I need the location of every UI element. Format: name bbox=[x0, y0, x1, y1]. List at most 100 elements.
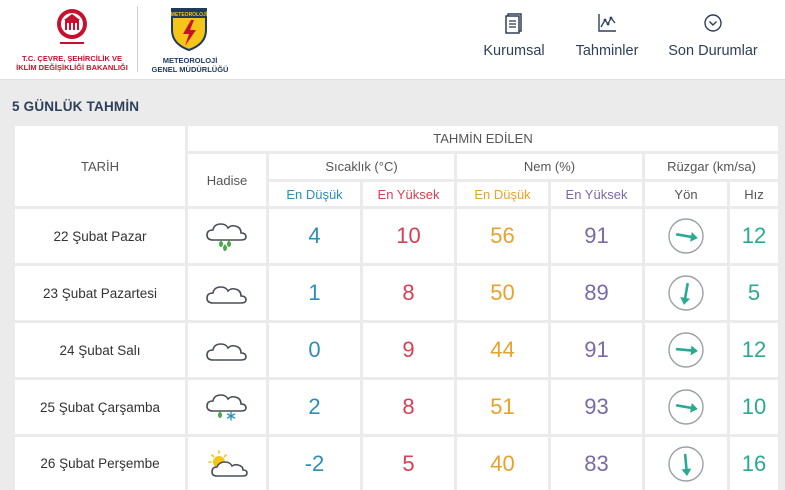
header-tahmin-edilen: TAHMİN EDİLEN bbox=[188, 126, 778, 151]
row-hadise bbox=[188, 437, 266, 490]
header-sicaklik-en-yuksek-label: En Yüksek bbox=[377, 186, 440, 202]
row-wind-speed-value: 12 bbox=[741, 223, 767, 248]
row-humidity-min-value: 40 bbox=[490, 450, 515, 476]
row-humidity-max-value: 91 bbox=[584, 337, 609, 362]
ministry-logo[interactable]: T.C. ÇEVRE, ŞEHİRCİLİK VE İKLİM DEĞİŞİKL… bbox=[12, 4, 132, 76]
row-wind-speed: 12 bbox=[730, 323, 778, 377]
header-nem-en-dusuk-label: En Düşük bbox=[474, 186, 531, 202]
wind-arrow bbox=[680, 282, 691, 305]
row-wind-direction bbox=[645, 380, 727, 434]
header-hadise-label: Hadise bbox=[206, 172, 248, 188]
nav-label-tahminler: Tahminler bbox=[575, 43, 639, 59]
header-nem-en-dusuk: En Düşük bbox=[457, 182, 548, 206]
row-temp-max: 8 bbox=[363, 380, 454, 434]
row-wind-direction bbox=[645, 323, 727, 377]
header-yon: Yön bbox=[645, 182, 727, 206]
header-sicaklik-en-dusuk-label: En Düşük bbox=[286, 186, 343, 202]
row-humidity-max-value: 83 bbox=[584, 450, 609, 476]
row-date: 24 Şubat Salı bbox=[15, 323, 185, 377]
row-temp-min: 0 bbox=[269, 323, 360, 377]
cloudy-icon bbox=[206, 286, 247, 304]
chevron-down-circle-icon bbox=[704, 14, 722, 32]
row-date: 22 Şubat Pazar bbox=[15, 209, 185, 263]
wind-arrow bbox=[681, 453, 692, 476]
row-hadise bbox=[188, 380, 266, 434]
nav-label-son-durumlar: Son Durumlar bbox=[668, 43, 758, 59]
wind-direction-arrow-icon bbox=[668, 332, 704, 368]
header-ruzgar: Rüzgar (km/sa) bbox=[645, 154, 778, 179]
chart-icon bbox=[598, 14, 616, 32]
wind-direction-arrow-icon bbox=[668, 218, 704, 254]
cloudy-icon bbox=[206, 343, 247, 361]
mgm-logo-text: METEOROLOJİ GENEL MÜDÜRLÜĞÜ bbox=[145, 56, 235, 74]
document-icon bbox=[505, 13, 522, 34]
row-temp-max-value: 8 bbox=[402, 280, 415, 305]
row-date: 26 Şubat Perşembe bbox=[15, 437, 185, 490]
row-hadise bbox=[188, 209, 266, 263]
row-temp-min-value: 2 bbox=[308, 394, 321, 419]
wind-arrow bbox=[675, 231, 698, 242]
row-temp-min-value: 0 bbox=[308, 337, 321, 362]
row-date-label: 24 Şubat Salı bbox=[59, 342, 141, 358]
row-temp-max-value: 8 bbox=[402, 394, 415, 419]
ministry-logo-text: T.C. ÇEVRE, ŞEHİRCİLİK VE İKLİM DEĞİŞİKL… bbox=[12, 54, 132, 72]
row-date-label: 22 Şubat Pazar bbox=[53, 228, 147, 244]
nav-son-durumlar[interactable]: Son Durumlar bbox=[660, 12, 766, 68]
row-humidity-min: 56 bbox=[457, 209, 548, 263]
row-temp-min: 4 bbox=[269, 209, 360, 263]
row-date-label: 25 Şubat Çarşamba bbox=[39, 399, 161, 415]
row-humidity-max: 91 bbox=[551, 323, 642, 377]
row-temp-min: 2 bbox=[269, 380, 360, 434]
row-wind-direction bbox=[645, 209, 727, 263]
header-hadise: Hadise bbox=[188, 154, 266, 206]
row-temp-max: 10 bbox=[363, 209, 454, 263]
row-humidity-min-value: 44 bbox=[490, 337, 515, 362]
row-wind-speed: 12 bbox=[730, 209, 778, 263]
header-hiz-label: Hız bbox=[744, 186, 764, 202]
header-hiz: Hız bbox=[730, 182, 778, 206]
row-humidity-max: 89 bbox=[551, 266, 642, 320]
row-temp-max-value: 5 bbox=[402, 450, 415, 476]
row-humidity-min-value: 50 bbox=[490, 280, 515, 305]
row-temp-max: 9 bbox=[363, 323, 454, 377]
row-date: 25 Şubat Çarşamba bbox=[15, 380, 185, 434]
page-title: 5 GÜNLÜK TAHMİN bbox=[12, 99, 140, 114]
mgm-logo[interactable]: METEOROLOJİ METEOROLOJİ GENEL MÜDÜRLÜĞÜ bbox=[145, 4, 235, 76]
nav-kurumsal[interactable]: Kurumsal bbox=[476, 12, 552, 68]
mgm-emblem-icon: METEOROLOJİ bbox=[171, 8, 208, 52]
row-temp-max: 8 bbox=[363, 266, 454, 320]
row-temp-max-value: 9 bbox=[402, 337, 415, 362]
nav-tahminler[interactable]: Tahminler bbox=[568, 12, 646, 68]
row-temp-min: -2 bbox=[269, 437, 360, 490]
row-wind-speed-value: 16 bbox=[741, 450, 767, 476]
row-temp-max-value: 10 bbox=[396, 223, 421, 248]
header-nem: Nem (%) bbox=[457, 154, 642, 179]
row-humidity-min: 40 bbox=[457, 437, 548, 490]
wind-direction-arrow-icon bbox=[668, 389, 704, 425]
row-humidity-min: 44 bbox=[457, 323, 548, 377]
header-ruzgar-label: Rüzgar (km/sa) bbox=[667, 159, 756, 174]
rain-cloud-icon bbox=[206, 223, 247, 251]
ministry-logo-line1: T.C. ÇEVRE, ŞEHİRCİLİK VE bbox=[21, 54, 123, 63]
partly-cloudy-icon bbox=[208, 449, 248, 477]
row-temp-min-value: -2 bbox=[304, 450, 325, 476]
row-wind-direction bbox=[645, 266, 727, 320]
row-humidity-max: 91 bbox=[551, 209, 642, 263]
header-sicaklik-en-dusuk: En Düşük bbox=[269, 182, 360, 206]
header-tarih: TARİH bbox=[15, 126, 185, 206]
header-tahmin-edilen-label: TAHMİN EDİLEN bbox=[433, 131, 533, 146]
row-humidity-max-value: 93 bbox=[584, 394, 609, 419]
header-sicaklik-label: Sıcaklık (°C) bbox=[325, 159, 398, 174]
nav-label-kurumsal: Kurumsal bbox=[483, 43, 545, 59]
header-sicaklik: Sıcaklık (°C) bbox=[269, 154, 454, 179]
row-temp-min-value: 1 bbox=[308, 280, 321, 305]
row-wind-speed: 5 bbox=[730, 266, 778, 320]
header-sicaklik-en-yuksek: En Yüksek bbox=[363, 182, 454, 206]
wind-arrow bbox=[675, 402, 698, 413]
row-wind-speed-value: 10 bbox=[741, 394, 767, 419]
header-nem-en-yuksek: En Yüksek bbox=[551, 182, 642, 206]
row-wind-speed: 10 bbox=[730, 380, 778, 434]
header-tarih-label: TARİH bbox=[80, 158, 120, 174]
row-date-label: 23 Şubat Pazartesi bbox=[42, 285, 158, 301]
row-temp-min-value: 4 bbox=[308, 223, 321, 248]
